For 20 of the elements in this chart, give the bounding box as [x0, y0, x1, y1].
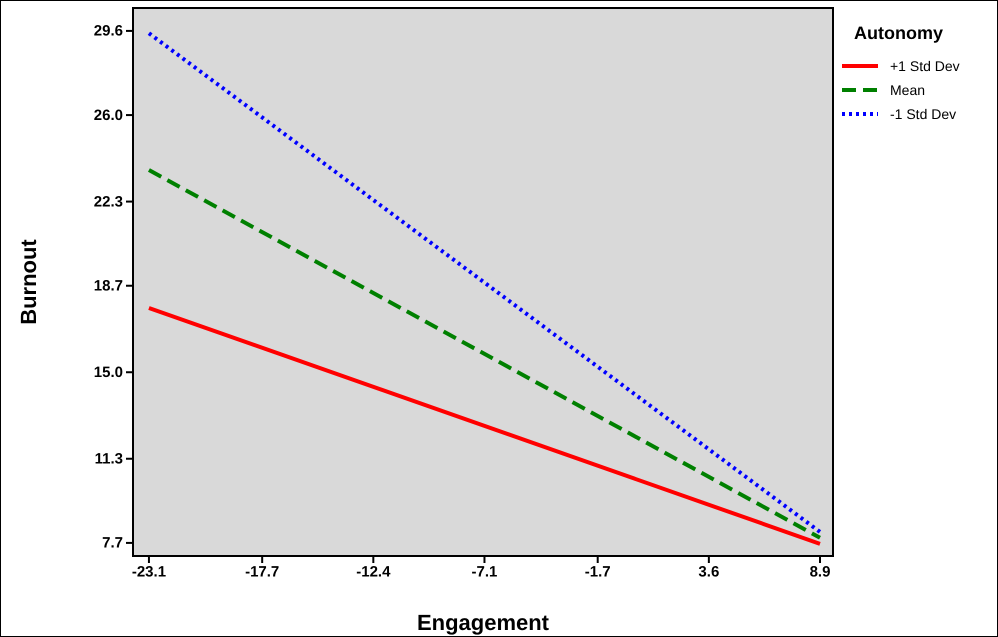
legend-label: -1 Std Dev — [890, 106, 956, 122]
x-tick-label: -1.7 — [584, 564, 611, 581]
x-axis-title: Engagement — [416, 610, 550, 635]
x-tick-label: -23.1 — [132, 564, 166, 581]
y-tick-label: 7.7 — [102, 534, 123, 552]
y-tick-label: 15.0 — [94, 364, 123, 382]
x-tick-label: 3.6 — [698, 564, 720, 581]
x-tick-label: 8.9 — [810, 564, 830, 581]
x-tick-label: -17.7 — [245, 564, 280, 581]
y-tick-label: 22.3 — [94, 193, 123, 210]
legend-title: Autonomy — [854, 23, 943, 43]
x-tick-label: -7.1 — [472, 564, 498, 581]
y-tick-label: 26.0 — [94, 106, 123, 124]
y-axis-title: Burnout — [16, 238, 41, 325]
x-tick-label: -12.4 — [356, 564, 392, 581]
y-tick-label: 29.6 — [94, 22, 123, 40]
y-tick-label: 11.3 — [94, 450, 123, 468]
legend-label: +1 Std Dev — [890, 58, 960, 74]
legend-label: Mean — [890, 82, 926, 98]
y-tick-label: 18.7 — [94, 278, 123, 295]
